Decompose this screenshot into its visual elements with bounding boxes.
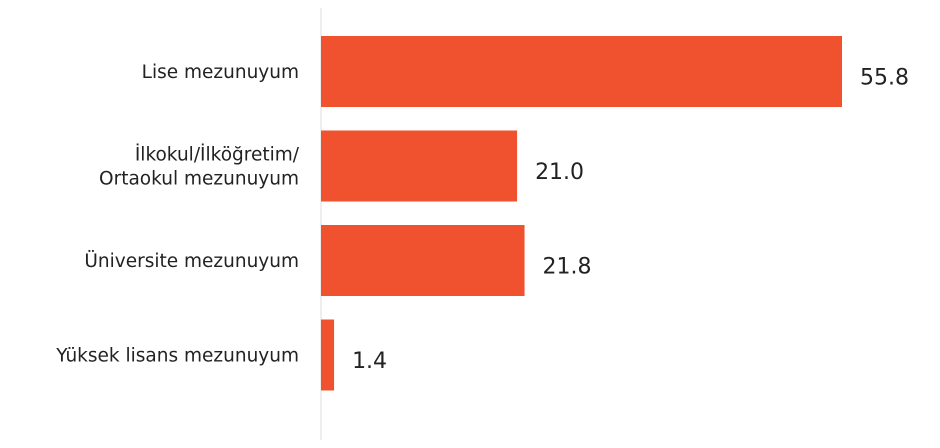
bar-lise-mezunuyum [321,36,842,107]
value-labels: 55.8 21.0 21.8 1.4 [352,66,909,375]
value-label-universite-mezunuyum: 21.8 [543,255,592,280]
bars [321,36,842,391]
category-label-yuksek-lisans-mezunuyum: Yüksek lisans mezunuyum [55,346,299,367]
value-label-yuksek-lisans-mezunuyum: 1.4 [352,349,387,374]
category-label-ilkokul-ilkogretim-ortaokul-mezunuyum-line-1: İlkokul/İlköğretim/ [135,145,300,166]
value-label-lise-mezunuyum: 55.8 [860,66,909,91]
bar-ilkokul-ilkogretim-ortaokul-mezunuyum [321,130,518,202]
bar-yuksek-lisans-mezunuyum [321,319,335,391]
bar-universite-mezunuyum [321,225,525,296]
category-labels: Lise mezunuyum İlkokul/İlköğretim/Ortaoku… [55,62,299,367]
category-label-ilkokul-ilkogretim-ortaokul-mezunuyum-line-2: Ortaokul mezunuyum [99,169,299,190]
category-label-universite-mezunuyum: Üniversite mezunuyum [84,250,299,272]
category-label-lise-mezunuyum: Lise mezunuyum [142,62,299,83]
value-label-ilkokul-ilkogretim-ortaokul-mezunuyum: 21.0 [535,160,584,185]
